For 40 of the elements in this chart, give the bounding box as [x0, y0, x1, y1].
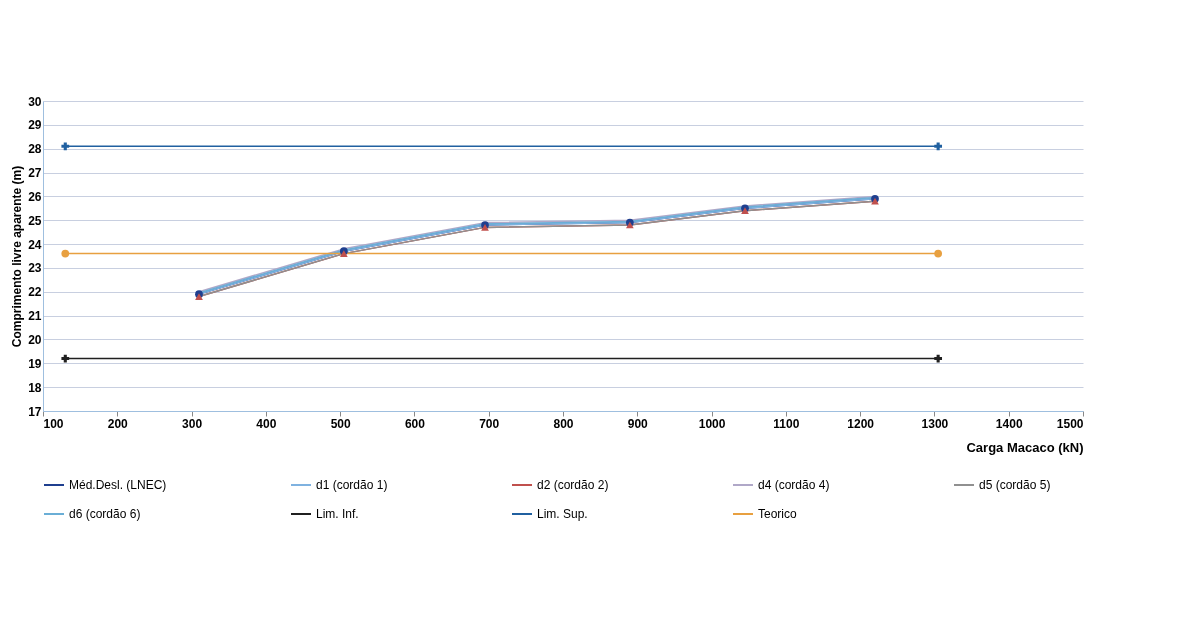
x-tick-label: 200 — [107, 416, 129, 431]
y-tick-label: 26 — [28, 189, 42, 204]
y-tick-label: 29 — [28, 118, 42, 133]
x-tick-label: 100 — [43, 416, 64, 431]
x-tick-label: 1300 — [921, 416, 949, 431]
legend-label: Méd.Desl. (LNEC) — [69, 478, 167, 492]
y-axis-title: Comprimento livre aparente (m) — [10, 165, 25, 348]
y-tick-label: 25 — [28, 213, 42, 228]
x-tick-label: 1200 — [847, 416, 875, 431]
x-tick-label: 400 — [256, 416, 277, 431]
y-tick-label: 24 — [28, 237, 42, 252]
x-tick-label: 600 — [404, 416, 426, 431]
x-tick-label: 800 — [553, 416, 574, 431]
y-tick-label: 28 — [28, 142, 42, 157]
legend-label: d5 (cordão 5) — [979, 478, 1051, 492]
x-axis-title: Carga Macaco (kN) — [966, 439, 1084, 455]
y-tick-label: 27 — [28, 166, 42, 181]
legend-label: d2 (cordão 2) — [537, 478, 609, 492]
x-tick-label: 1000 — [698, 416, 726, 431]
legend-label: Teorico — [758, 507, 798, 521]
legend-label: Lim. Inf. — [316, 507, 359, 521]
y-tick-label: 17 — [28, 404, 42, 419]
legend-label: Lim. Sup. — [537, 507, 588, 521]
y-tick-label: 18 — [28, 380, 42, 395]
y-tick-label: 21 — [28, 309, 42, 324]
x-tick-label: 1100 — [773, 416, 800, 431]
x-tick-label: 900 — [627, 416, 649, 431]
legend-label: d6 (cordão 6) — [69, 507, 141, 521]
x-tick-label: 700 — [479, 416, 500, 431]
y-tick-label: 19 — [28, 356, 42, 371]
x-tick-label: 500 — [330, 416, 351, 431]
y-tick-label: 20 — [28, 332, 42, 347]
legend-label: d4 (cordão 4) — [758, 478, 830, 492]
y-tick-label: 22 — [28, 285, 42, 300]
x-tick-label: 1500 — [1056, 416, 1084, 431]
y-tick-label: 30 — [28, 94, 42, 109]
y-tick-label: 23 — [28, 261, 42, 276]
legend-label: d1 (cordão 1) — [316, 478, 388, 492]
x-tick-label: 300 — [182, 416, 203, 431]
x-tick-label: 1400 — [995, 416, 1023, 431]
